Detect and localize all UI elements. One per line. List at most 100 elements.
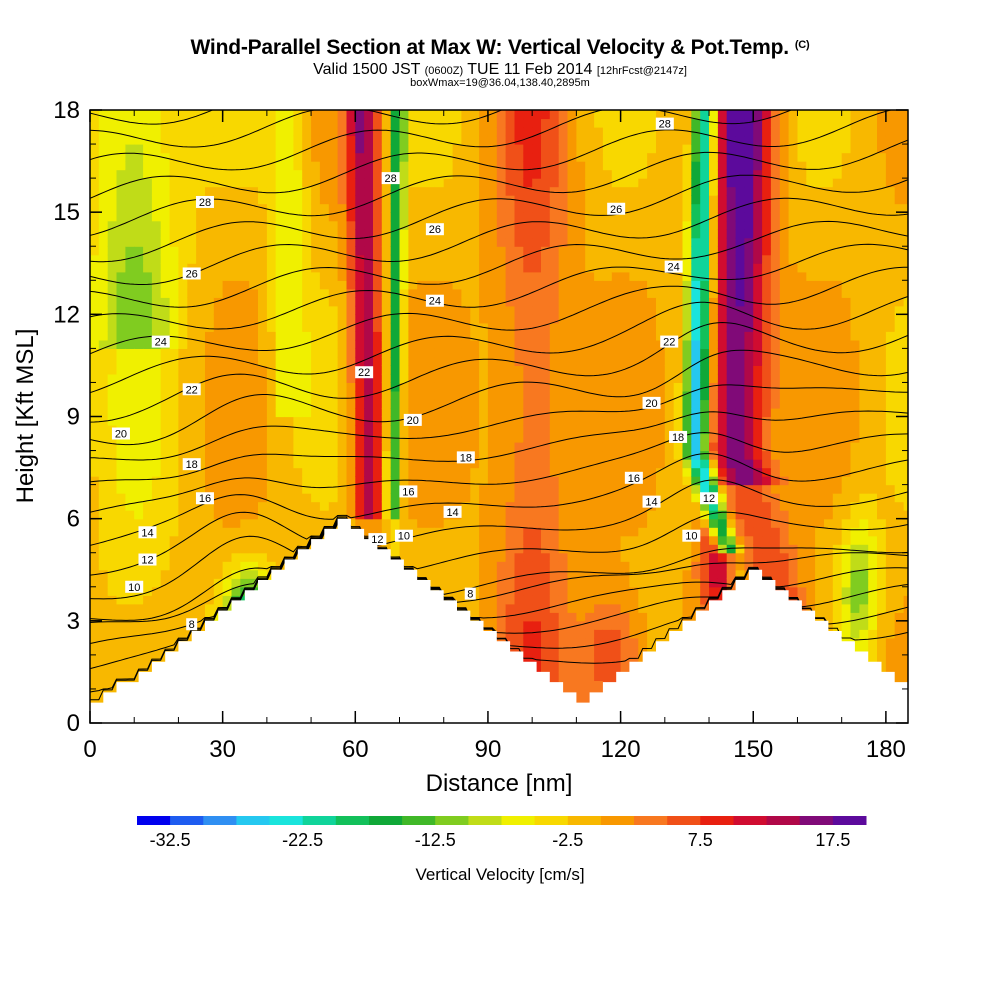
velocity-cell [196, 484, 206, 494]
velocity-cell [143, 501, 153, 511]
velocity-cell [134, 161, 144, 171]
velocity-cell [417, 186, 427, 196]
velocity-cell [647, 314, 657, 324]
velocity-cell [443, 578, 454, 588]
velocity-cell [682, 118, 692, 128]
velocity-cell [594, 339, 604, 349]
velocity-cell [682, 365, 692, 375]
velocity-cell [602, 314, 613, 324]
velocity-cell [664, 373, 675, 383]
velocity-cell [125, 322, 135, 332]
velocity-cell [231, 314, 241, 324]
velocity-cell [151, 518, 162, 528]
velocity-cell [346, 365, 356, 375]
velocity-cell [98, 246, 109, 256]
velocity-cell [364, 331, 374, 341]
velocity-cell [346, 280, 356, 290]
velocity-cell [558, 169, 569, 179]
velocity-cell [116, 356, 126, 366]
velocity-cell [134, 467, 144, 477]
velocity-cell [169, 408, 179, 418]
velocity-cell [479, 161, 489, 171]
velocity-cell [98, 459, 109, 469]
velocity-cell [558, 680, 569, 690]
velocity-cell [576, 331, 586, 341]
velocity-cell [585, 527, 595, 537]
velocity-cell [134, 229, 144, 239]
velocity-cell [125, 118, 135, 128]
velocity-cell [523, 263, 533, 273]
velocity-cell [249, 161, 259, 171]
velocity-cell [373, 382, 383, 392]
velocity-cell [143, 178, 153, 188]
velocity-cell [408, 195, 418, 205]
velocity-cell [266, 348, 277, 358]
velocity-cell [487, 552, 498, 562]
velocity-cell [213, 144, 224, 154]
velocity-cell [346, 408, 356, 418]
velocity-cell [187, 450, 197, 460]
velocity-cell [664, 552, 675, 562]
velocity-cell [611, 476, 622, 486]
velocity-cell [151, 254, 162, 264]
velocity-cell [213, 127, 224, 137]
velocity-cell [514, 433, 524, 443]
velocity-cell [151, 220, 162, 230]
velocity-cell [629, 578, 639, 588]
velocity-cell [116, 484, 126, 494]
velocity-cell [381, 501, 392, 511]
velocity-cell [426, 305, 436, 315]
velocity-cell [151, 569, 162, 579]
velocity-cell [408, 203, 418, 213]
velocity-cell [187, 195, 197, 205]
velocity-cell [638, 603, 648, 613]
velocity-cell [664, 314, 675, 324]
velocity-cell [107, 493, 118, 503]
velocity-cell [594, 271, 604, 281]
velocity-cell [602, 322, 613, 332]
velocity-cell [107, 671, 118, 681]
velocity-cell [505, 305, 515, 315]
velocity-cell [143, 620, 153, 630]
velocity-cell [505, 561, 515, 571]
velocity-cell [673, 527, 684, 537]
velocity-cell [647, 612, 657, 622]
velocity-cell [523, 246, 533, 256]
velocity-cell [549, 339, 560, 349]
velocity-cell [594, 408, 604, 418]
velocity-cell [549, 544, 560, 554]
velocity-cell [169, 595, 179, 605]
velocity-cell [629, 425, 639, 435]
velocity-cell [682, 356, 692, 366]
velocity-cell [222, 144, 232, 154]
velocity-cell [258, 501, 268, 511]
velocity-cell [576, 518, 586, 528]
velocity-cell [213, 263, 224, 273]
velocity-cell [434, 110, 445, 120]
velocity-cell [602, 135, 613, 145]
velocity-cell [629, 356, 639, 366]
velocity-cell [90, 501, 100, 511]
velocity-cell [549, 518, 560, 528]
velocity-cell [461, 246, 471, 256]
velocity-cell [523, 527, 533, 537]
velocity-cell [213, 586, 224, 596]
velocity-cell [602, 297, 613, 307]
velocity-cell [390, 212, 401, 222]
velocity-cell [602, 612, 613, 622]
velocity-cell [461, 433, 471, 443]
velocity-cell [213, 246, 224, 256]
velocity-cell [479, 459, 489, 469]
velocity-cell [337, 416, 347, 426]
velocity-cell [231, 263, 241, 273]
velocity-cell [390, 195, 401, 205]
velocity-cell [213, 382, 224, 392]
velocity-cell [426, 569, 436, 579]
velocity-cell [169, 127, 179, 137]
velocity-cell [399, 203, 409, 213]
velocity-cell [187, 178, 197, 188]
velocity-cell [585, 586, 595, 596]
velocity-cell [594, 663, 604, 673]
velocity-cell [302, 212, 312, 222]
velocity-cell [558, 178, 569, 188]
